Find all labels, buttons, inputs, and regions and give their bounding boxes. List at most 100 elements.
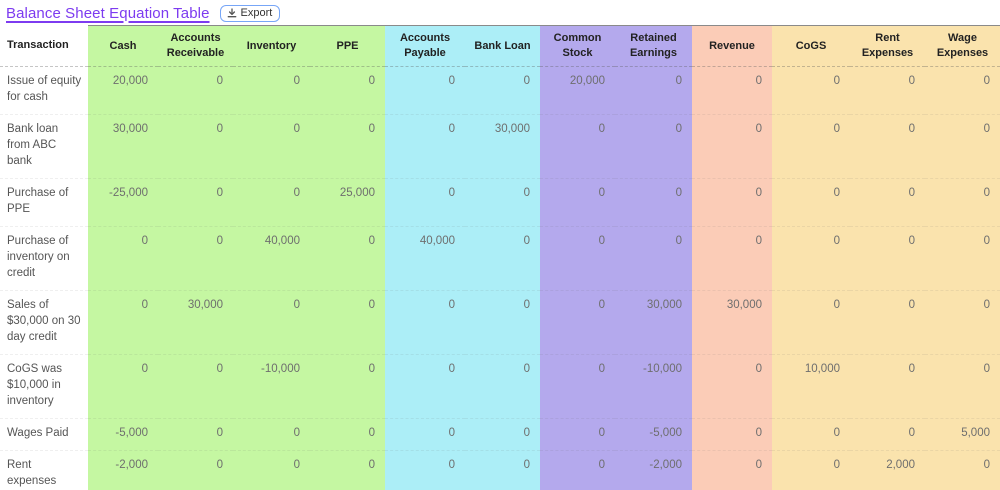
cell-value: 0 — [385, 114, 465, 179]
row-label: Purchase of inventory on credit — [0, 226, 88, 291]
column-header: Accounts Receivable — [158, 25, 233, 67]
cell-value: 0 — [88, 354, 158, 419]
cell-value: 0 — [850, 66, 925, 115]
cell-value: 5,000 — [925, 418, 1000, 451]
cell-value: 0 — [772, 226, 850, 291]
cell-value: 0 — [233, 114, 310, 179]
cell-value: 0 — [310, 290, 385, 355]
cell-value: 0 — [158, 450, 233, 490]
cell-value: 0 — [385, 290, 465, 355]
cell-value: 0 — [692, 450, 772, 490]
cell-value: 0 — [385, 178, 465, 227]
cell-value: 0 — [465, 290, 540, 355]
cell-value: 0 — [385, 66, 465, 115]
cell-value: 0 — [465, 178, 540, 227]
column-header: CoGS — [772, 25, 850, 67]
cell-value: 0 — [692, 418, 772, 451]
export-button[interactable]: Export — [219, 4, 281, 22]
cell-value: 0 — [772, 290, 850, 355]
cell-value: 25,000 — [310, 178, 385, 227]
cell-value: 0 — [158, 226, 233, 291]
column-header: Common Stock — [540, 25, 615, 67]
cell-value: 0 — [850, 178, 925, 227]
cell-value: 0 — [692, 178, 772, 227]
cell-value: 0 — [465, 354, 540, 419]
column-header: Inventory — [233, 25, 310, 67]
cell-value: -5,000 — [615, 418, 692, 451]
cell-value: 0 — [692, 354, 772, 419]
cell-value: 0 — [772, 114, 850, 179]
cell-value: 0 — [925, 290, 1000, 355]
cell-value: 0 — [310, 418, 385, 451]
cell-value: 0 — [925, 178, 1000, 227]
cell-value: 0 — [465, 418, 540, 451]
cell-value: 0 — [310, 354, 385, 419]
cell-value: 0 — [540, 418, 615, 451]
table-row: Wages Paid -5,000 0 0 0 0 0 0 -5,000 0 0 0 5,000 — [0, 418, 1000, 451]
cell-value: 0 — [385, 450, 465, 490]
table-row: Purchase of PPE -25,000 0 0 25,000 0 0 0 0 0 0 0 0 — [0, 178, 1000, 227]
column-header: PPE — [310, 25, 385, 67]
cell-value: 0 — [925, 226, 1000, 291]
column-header: Wage Expenses — [925, 25, 1000, 67]
cell-value: 30,000 — [692, 290, 772, 355]
cell-value: 0 — [233, 290, 310, 355]
cell-value: 30,000 — [158, 290, 233, 355]
cell-value: 0 — [385, 418, 465, 451]
cell-value: 0 — [233, 178, 310, 227]
cell-value: -25,000 — [88, 178, 158, 227]
cell-value: 0 — [615, 226, 692, 291]
row-label: Rent expenses — [0, 450, 88, 490]
cell-value: 0 — [233, 450, 310, 490]
title-bar: Balance Sheet Equation Table Export — [0, 0, 1000, 25]
cell-value: 0 — [692, 114, 772, 179]
cell-value: 0 — [465, 226, 540, 291]
cell-value: 0 — [615, 178, 692, 227]
cell-value: 0 — [925, 114, 1000, 179]
row-label: Bank loan from ABC bank — [0, 114, 88, 179]
cell-value: 0 — [772, 450, 850, 490]
row-label: Issue of equity for cash — [0, 66, 88, 115]
cell-value: 0 — [925, 66, 1000, 115]
table-row: Purchase of inventory on credit 0 0 40,000 0… — [0, 226, 1000, 291]
cell-value: 0 — [772, 178, 850, 227]
table-row: CoGS was $10,000 in inventory 0 0 -10,000 0 0… — [0, 354, 1000, 419]
header-row: Transaction Cash Accounts Receivable Invent… — [0, 25, 1000, 67]
cell-value: 30,000 — [465, 114, 540, 179]
column-header: Bank Loan — [465, 25, 540, 67]
cell-value: 40,000 — [385, 226, 465, 291]
column-header: Rent Expenses — [850, 25, 925, 67]
cell-value: 30,000 — [88, 114, 158, 179]
cell-value: 0 — [850, 290, 925, 355]
cell-value: 0 — [310, 66, 385, 115]
cell-value: 2,000 — [850, 450, 925, 490]
table-row: Issue of equity for cash 20,000 0 0 0 0 0 20,00… — [0, 66, 1000, 115]
cell-value: 30,000 — [615, 290, 692, 355]
cell-value: 0 — [310, 450, 385, 490]
cell-value: 20,000 — [540, 66, 615, 115]
cell-value: 0 — [540, 114, 615, 179]
page-title: Balance Sheet Equation Table — [6, 4, 210, 22]
table-row: Bank loan from ABC bank 30,000 0 0 0 0 30,000 0… — [0, 114, 1000, 179]
balance-sheet-table: Transaction Cash Accounts Receivable Invent… — [0, 25, 1000, 490]
cell-value: 40,000 — [233, 226, 310, 291]
cell-value: 0 — [692, 66, 772, 115]
row-label: Sales of $30,000 on 30 day credit — [0, 290, 88, 355]
cell-value: 0 — [233, 66, 310, 115]
cell-value: 0 — [772, 66, 850, 115]
cell-value: 0 — [158, 418, 233, 451]
cell-value: 0 — [540, 354, 615, 419]
cell-value: -10,000 — [615, 354, 692, 419]
column-header: Cash — [88, 25, 158, 67]
cell-value: -2,000 — [615, 450, 692, 490]
cell-value: 0 — [772, 418, 850, 451]
export-button-label: Export — [240, 6, 273, 19]
cell-value: 0 — [615, 114, 692, 179]
cell-value: 0 — [925, 450, 1000, 490]
cell-value: 0 — [233, 418, 310, 451]
cell-value: 0 — [158, 114, 233, 179]
cell-value: 0 — [158, 66, 233, 115]
column-header: Revenue — [692, 25, 772, 67]
row-label: Wages Paid — [0, 418, 88, 451]
download-icon — [227, 7, 237, 18]
